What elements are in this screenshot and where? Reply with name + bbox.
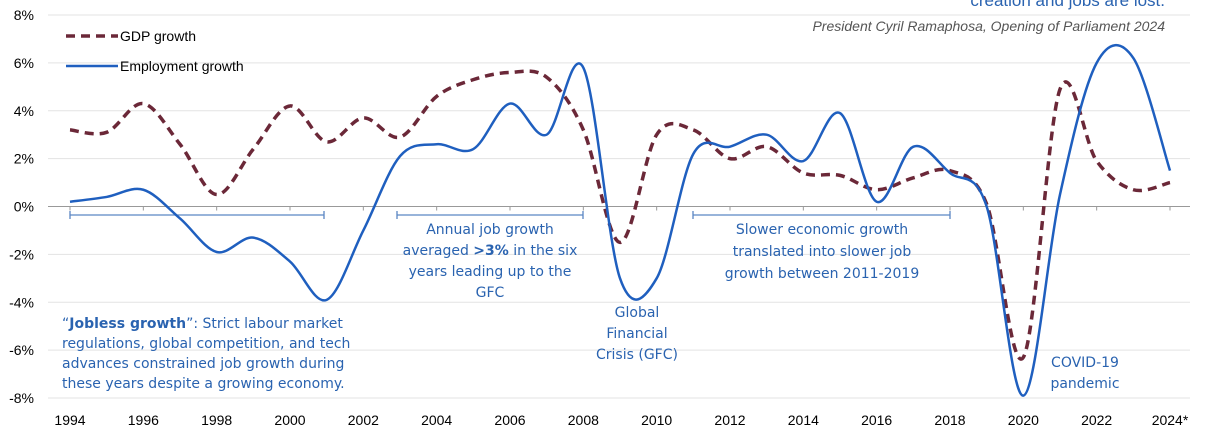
x-tick-label: 2012	[714, 412, 745, 428]
y-tick-label: -6%	[9, 342, 34, 358]
annotation: GFC	[476, 285, 505, 301]
quote: creation and jobs are lost.	[970, 0, 1165, 10]
y-tick-label: 4%	[14, 103, 34, 119]
attribution: President Cyril Ramaphosa, Opening of Pa…	[812, 18, 1165, 34]
x-tick-label: 2022	[1081, 412, 1112, 428]
x-tick-label: 2006	[494, 412, 525, 428]
x-tick-label: 2000	[274, 412, 305, 428]
annotation: Annual job growth	[426, 222, 554, 238]
x-tick-label: 2008	[568, 412, 599, 428]
annotation: averaged >3% in the six	[403, 243, 578, 259]
y-tick-label: 6%	[14, 55, 34, 71]
annotation: translated into slower job	[733, 244, 912, 260]
annotation: Crisis (GFC)	[596, 347, 678, 363]
annotation: pandemic	[1050, 376, 1119, 392]
series-line	[69, 43, 1172, 397]
lines: GDP growth Employment growth	[66, 28, 1172, 397]
y-tick-label: -8%	[9, 390, 34, 406]
annotation: growth between 2011-2019	[725, 266, 919, 282]
annotation: regulations, global competition, and tec…	[62, 336, 350, 352]
annotation: years leading up to the	[409, 264, 572, 280]
x-tick-label: 1994	[54, 412, 85, 428]
x-tick-label: 2024*	[1152, 412, 1189, 428]
legend-label: Employment growth	[120, 58, 244, 74]
x-tick-label: 2010	[641, 412, 672, 428]
x-tick-label: 2016	[861, 412, 892, 428]
brackets	[69, 211, 951, 219]
x-tick-label: 2020	[1008, 412, 1039, 428]
y-tick-label: 0%	[14, 199, 34, 215]
axes: -8% -6% -4% -2% 0% 2% 4% 6% 8% 1994 1996 1998 2000 20…	[9, 7, 1190, 428]
annotation: Slower economic growth	[736, 222, 908, 238]
y-tick-label: 2%	[14, 151, 34, 167]
x-tick-label: 1996	[128, 412, 159, 428]
y-tick-label: 8%	[14, 7, 34, 23]
annotation: advances constrained job growth during	[62, 356, 344, 372]
x-tick-label: 2004	[421, 412, 452, 428]
x-tick-label: 2014	[788, 412, 819, 428]
x-tick-label: 2018	[934, 412, 965, 428]
annotation: COVID-19	[1051, 355, 1119, 371]
x-tick-label: 2002	[348, 412, 379, 428]
x-tick-label: 1998	[201, 412, 232, 428]
annotation: these years despite a growing economy.	[62, 376, 345, 392]
y-tick-label: -2%	[9, 246, 34, 262]
annotation: “Jobless growth”: Strict labour market	[62, 316, 343, 332]
y-tick-label: -4%	[9, 294, 34, 310]
annotation: Financial	[606, 326, 667, 342]
legend-label: GDP growth	[120, 28, 196, 44]
annotation: Global	[615, 305, 660, 321]
series-line	[69, 69, 1171, 361]
